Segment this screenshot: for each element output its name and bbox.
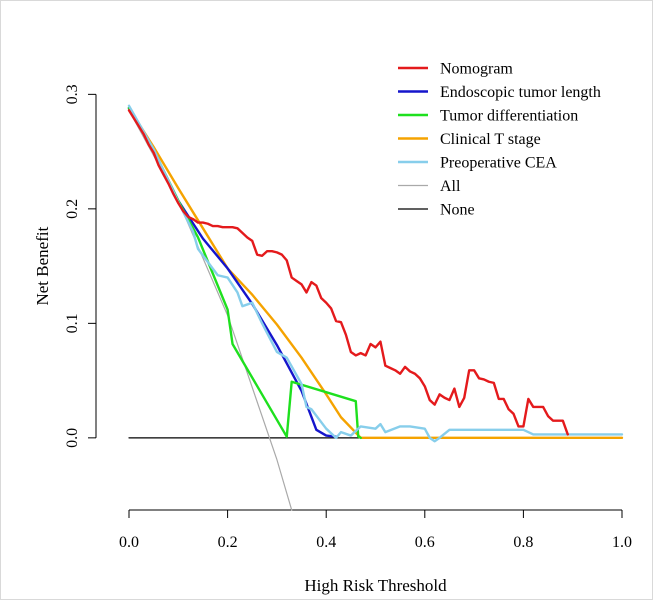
legend: Nomogram Endoscopic tumor length Tumor dif… [398,61,601,219]
legend-label: Clinical T stage [440,131,541,148]
legend-label: Endoscopic tumor length [440,84,601,101]
y-ticks: 0.0 0.1 0.2 0.3 [64,84,96,448]
axes: 0.0 0.2 0.4 0.6 0.8 1.0 0.0 0.1 0.2 0.3 [64,84,632,551]
y-tick-label: 0.0 [64,428,81,448]
x-tick-label: 0.8 [513,534,533,551]
x-tick-label: 0.2 [218,534,238,551]
y-axis-label: Net Benefit [33,226,52,305]
x-tick-label: 0.0 [119,534,139,551]
y-tick-label: 0.1 [64,313,81,333]
legend-label: Tumor differentiation [440,108,578,125]
legend-label: All [440,178,461,195]
y-tick-label: 0.3 [64,84,81,104]
x-tick-label: 0.4 [316,534,336,551]
x-tick-label: 1.0 [612,534,632,551]
series-line-preoperative-cea [127,104,624,443]
series-line-all [128,109,293,511]
series-line-nomogram [127,109,569,436]
legend-label: None [440,202,475,219]
legend-label: Nomogram [440,61,513,78]
series-line-clinical-t-stage [127,106,624,440]
series-line-tumor-differentiation [127,106,362,440]
y-tick-label: 0.2 [64,199,81,219]
series-lines [127,104,624,511]
x-tick-label: 0.6 [415,534,435,551]
x-axis-label: High Risk Threshold [304,576,447,595]
x-ticks: 0.0 0.2 0.4 0.6 0.8 1.0 [119,510,632,551]
legend-label: Preoperative CEA [440,155,557,172]
